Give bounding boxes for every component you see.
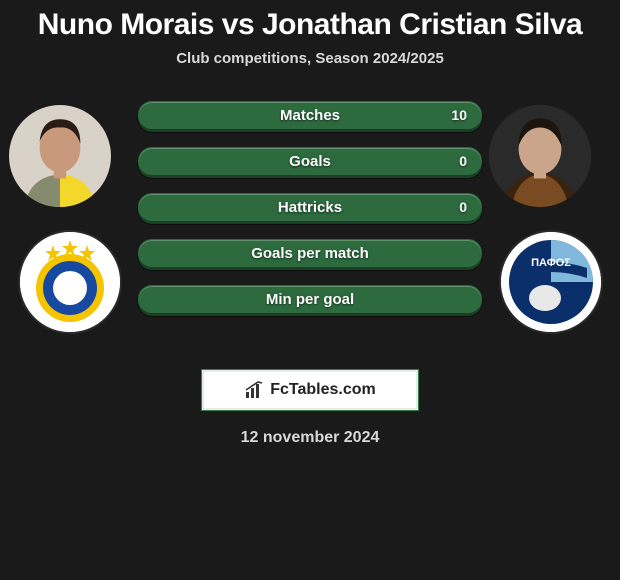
club1-badge-svg (20, 232, 120, 332)
stat-row-gpm: Goals per match (138, 239, 482, 267)
stat-right: 0 (459, 153, 467, 169)
stat-label: Goals per match (251, 245, 369, 262)
stat-row-mpg: Min per goal (138, 285, 482, 313)
stat-row-hattricks: Hattricks 0 (138, 193, 482, 221)
player2-avatar-svg (489, 105, 591, 207)
brand-box: FcTables.com (201, 369, 419, 411)
stat-right: 0 (459, 199, 467, 215)
comparison-card: Nuno Morais vs Jonathan Cristian Silva C… (0, 0, 620, 580)
subtitle: Club competitions, Season 2024/2025 (0, 50, 620, 67)
stat-bars: Matches 10 Goals 0 Hattricks 0 Goals per… (138, 101, 482, 331)
stat-right: 10 (451, 107, 467, 123)
player1-avatar (9, 105, 111, 207)
club2-badge: ΠΑΦΟΣ (501, 232, 601, 332)
stat-row-matches: Matches 10 (138, 101, 482, 129)
main-area: ΠΑΦΟΣ Matches 10 Goals 0 Hattricks 0 (0, 97, 620, 357)
brand-chart-icon (244, 380, 264, 400)
club2-banner-text: ΠΑΦΟΣ (531, 257, 571, 269)
stat-label: Goals (289, 153, 331, 170)
club2-badge-svg: ΠΑΦΟΣ (501, 232, 601, 332)
stat-label: Min per goal (266, 291, 354, 308)
stat-row-goals: Goals 0 (138, 147, 482, 175)
player2-avatar (489, 105, 591, 207)
stat-label: Hattricks (278, 199, 342, 216)
date-text: 12 november 2024 (0, 429, 620, 447)
headline: Nuno Morais vs Jonathan Cristian Silva (0, 8, 620, 42)
club1-badge (20, 232, 120, 332)
player1-avatar-svg (9, 105, 111, 207)
brand-text: FcTables.com (270, 381, 376, 399)
stat-label: Matches (280, 107, 340, 124)
